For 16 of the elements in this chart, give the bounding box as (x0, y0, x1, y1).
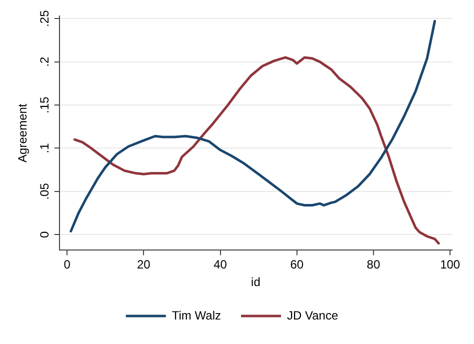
x-tick-label: 100 (440, 258, 460, 272)
x-tick-label: 0 (64, 258, 71, 272)
y-tick-label: .1 (38, 142, 52, 154)
x-axis-title: id (251, 275, 260, 290)
y-tick-label: .05 (38, 182, 52, 200)
x-tick-label: 40 (214, 258, 228, 272)
y-tick-label: .15 (38, 96, 52, 114)
x-tick-label: 60 (290, 258, 304, 272)
y-tick-label: 0 (38, 230, 52, 238)
x-tick-label: 20 (136, 258, 151, 272)
legend-label: JD Vance (286, 308, 338, 322)
y-tick-label: .25 (38, 10, 52, 27)
legend-label: Tim Walz (172, 308, 221, 322)
y-tick-label: .2 (38, 56, 52, 67)
y-axis-title: Agreement (16, 103, 30, 162)
x-tick-label: 80 (366, 258, 380, 272)
